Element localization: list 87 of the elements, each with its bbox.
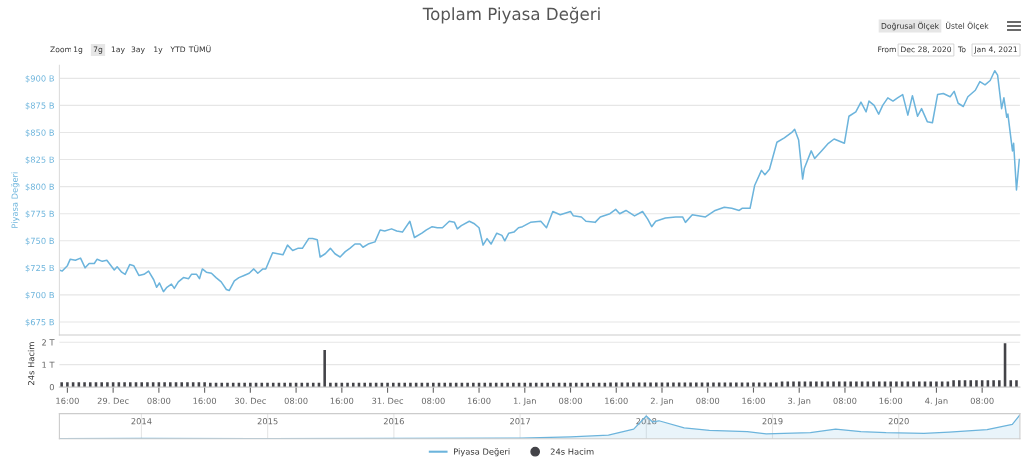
bar (889, 381, 892, 388)
x-tick-label: 3. Jan (788, 397, 811, 406)
bar (832, 381, 835, 388)
x-tick-label: 16:00 (742, 397, 765, 404)
bar (935, 381, 938, 388)
bar (100, 382, 103, 388)
bar (837, 381, 841, 388)
x-tick-label: 08:00 (421, 397, 445, 404)
bar (952, 380, 955, 388)
bar (877, 381, 881, 388)
x-tick-label: 16:00 (467, 397, 491, 404)
x-tick-label: 08:00 (147, 397, 171, 404)
bar (797, 381, 801, 388)
bar (872, 381, 875, 388)
y-tick-label: $725 B (25, 264, 54, 273)
x-tick-label: 08:00 (970, 397, 994, 404)
y-tick-label: $750 B (25, 237, 54, 246)
y-tick-label: $700 B (25, 291, 54, 300)
bar (146, 382, 149, 388)
bar (83, 382, 86, 388)
x-tick-label: 2015 (257, 418, 278, 425)
y-tick-label: $825 B (25, 156, 54, 164)
bar (958, 380, 961, 388)
x-tick-label: 2020 (888, 418, 909, 425)
x-tick-label: 16:00 (605, 397, 628, 404)
x-tick-label: 30. Dec (234, 397, 266, 404)
bar (969, 380, 973, 388)
x-tick-label: 16:00 (56, 397, 79, 404)
x-tick-label: 16:00 (193, 397, 217, 404)
bar (849, 381, 852, 388)
x-tick-label: 08:00 (833, 397, 857, 404)
line-series (59, 70, 1020, 293)
chart-title: Toplam Piyasa Değeri (422, 6, 600, 24)
bar (88, 382, 92, 388)
x-tick-label: 2. Jan (650, 397, 674, 406)
bar (1009, 380, 1013, 388)
bar (203, 382, 206, 388)
bar (123, 382, 126, 388)
bar (66, 382, 69, 388)
legend-label: Piyasa Değeri (454, 448, 510, 457)
bar (895, 381, 898, 388)
x-tick-label: 29. Dec (97, 397, 129, 404)
x-tick-label: 08:00 (696, 397, 720, 404)
bar (186, 382, 189, 388)
x-tick-label: 2019 (762, 418, 783, 425)
y-tick-label: $675 B (25, 318, 54, 327)
x-tick-label: 16:00 (330, 397, 354, 404)
bar (975, 380, 978, 388)
y-tick-label: $775 B (25, 210, 54, 219)
bar (998, 380, 1001, 388)
x-tick-label: 2016 (383, 418, 404, 425)
bar (912, 381, 915, 388)
bar (180, 382, 184, 388)
y-tick-label: $900 B (25, 75, 54, 83)
y-axis-title: Piyasa Değeri (11, 172, 20, 228)
y-tick-label: $800 B (25, 183, 54, 192)
bar (815, 381, 818, 388)
x-tick-label: 4. Jan (925, 397, 948, 406)
x-tick-label: 2014 (131, 418, 152, 425)
bar (129, 382, 132, 388)
x-tick-label: 16:00 (879, 397, 903, 404)
bar (140, 382, 144, 388)
bar (792, 381, 795, 388)
bar (163, 382, 166, 388)
bar (106, 382, 109, 388)
y-axis-title: 24s Hacim (27, 342, 35, 385)
bar (786, 381, 790, 388)
bar (855, 381, 858, 388)
bar (323, 350, 326, 388)
bar (992, 380, 995, 388)
x-tick-label: 31. Dec (372, 397, 404, 404)
bar (917, 381, 921, 388)
y-tick-label: $850 B (25, 129, 54, 137)
x-tick-label: 2017 (510, 418, 530, 425)
x-tick-label: 08:00 (559, 397, 582, 404)
bar (60, 382, 63, 388)
bar (809, 381, 812, 388)
y-tick-label: 1 T (42, 361, 55, 368)
bar (169, 382, 172, 388)
y-tick-label: 0 (49, 384, 54, 391)
x-tick-label: 08:00 (284, 397, 308, 404)
bar (929, 381, 932, 388)
bar (1015, 380, 1018, 388)
y-tick-label: 2 T (42, 339, 55, 346)
legend-label: 24s Hacim (550, 448, 594, 455)
y-tick-label: $875 B (25, 102, 54, 110)
x-tick-label: 1. Jan (513, 397, 536, 406)
